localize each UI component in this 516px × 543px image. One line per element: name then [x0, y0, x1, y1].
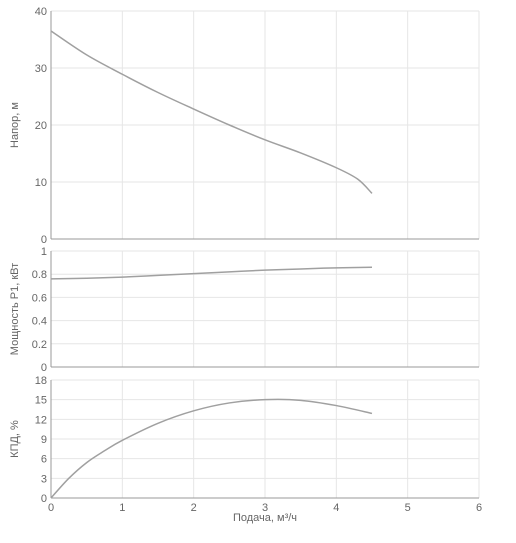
- y-axis-label: КПД, %: [9, 420, 21, 458]
- x-tick-label: 2: [191, 502, 197, 514]
- y-axis-label: Напор, м: [9, 102, 21, 148]
- y-tick-label: 0: [41, 234, 47, 246]
- y-axis-label: Мощность P1, кВт: [9, 263, 21, 355]
- series-line-2-1: [50, 266, 373, 280]
- y-tick-label: 1: [41, 246, 47, 258]
- y-tick-label: 30: [35, 63, 47, 75]
- y-tick-label: 3: [41, 473, 47, 485]
- y-tick-label: 0: [41, 362, 47, 374]
- series-line-1-1: [50, 30, 373, 194]
- x-axis-label: Подача, м³/ч: [233, 512, 297, 524]
- chart-panel-1: 0 10 20 30 40 Напор, м: [9, 6, 480, 246]
- x-tick-label: 4: [333, 502, 339, 514]
- y-tick-label: 9: [41, 434, 47, 446]
- y-tick-label: 0.8: [32, 269, 47, 281]
- x-tick-label: 0: [48, 502, 54, 514]
- x-tick-label: 6: [476, 502, 482, 514]
- y-tick-label: 0.6: [32, 292, 47, 304]
- y-tick-label: 12: [35, 414, 47, 426]
- y-tick-label: 20: [35, 120, 47, 132]
- y-tick-label: 40: [35, 6, 47, 18]
- y-tick-label: 10: [35, 177, 47, 189]
- series-line-3-1: [50, 398, 373, 499]
- x-tick-label: 5: [405, 502, 411, 514]
- y-tick-label: 15: [35, 395, 47, 407]
- y-tick-label: 0.2: [32, 339, 47, 351]
- y-tick-label: 18: [35, 375, 47, 387]
- x-tick-label: 3: [262, 502, 268, 514]
- chart-panel-2: 0 0.2 0.4 0.6 0.8 1 Мощность P1, кВт: [9, 246, 480, 374]
- x-tick-label: 1: [119, 502, 125, 514]
- y-tick-label: 0.4: [32, 316, 47, 328]
- y-tick-label: 0: [41, 493, 47, 505]
- y-tick-label: 6: [41, 454, 47, 466]
